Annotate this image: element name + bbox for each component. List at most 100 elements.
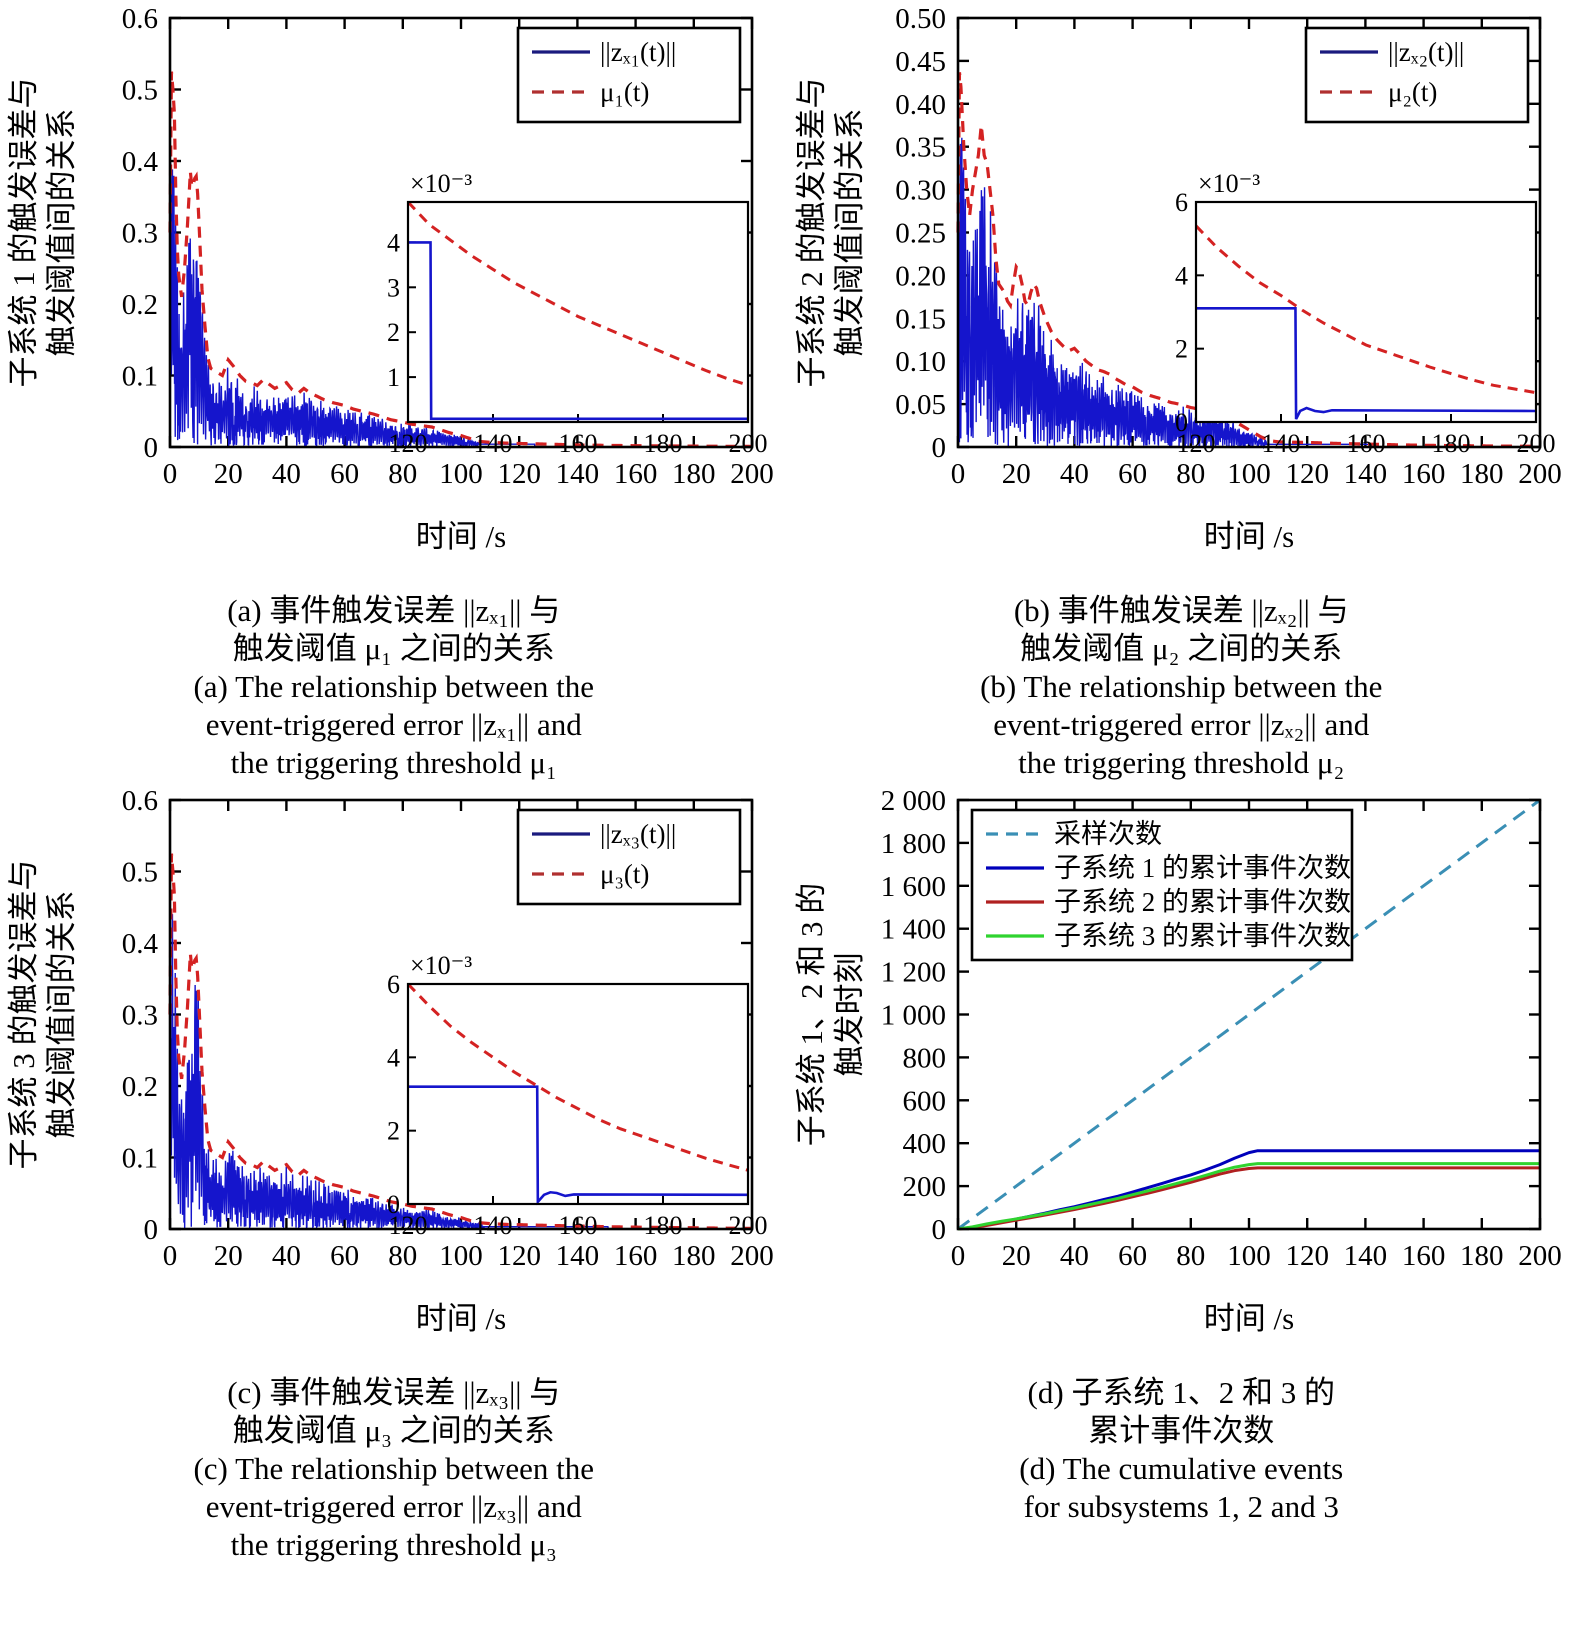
x-tick-label: 80 xyxy=(1176,1240,1205,1272)
legend-label: ||zₓ₁(t)|| xyxy=(600,37,676,67)
inset-x-tick-label: 160 xyxy=(1346,429,1385,458)
x-tick-label: 60 xyxy=(330,1240,359,1272)
subfigure-d: 0 20 40 60 80 100 120 140 160 180 200 0 200 400 600 800… xyxy=(788,782,1575,1564)
caption-b-en-line1: (b) The relationship between the xyxy=(980,669,1383,704)
chart-b: 0 20 40 60 80 100 120 140 160 180 20000.050.100.15… xyxy=(794,3,1562,554)
x-tick-label: 100 xyxy=(440,458,484,490)
y-tick-label: 1 600 xyxy=(881,871,946,903)
inset-bg xyxy=(408,984,749,1204)
y-axis-label: 子系统 1、2 和 3 的 xyxy=(794,883,829,1147)
x-tick-label: 100 xyxy=(440,1240,484,1272)
x-tick-label: 140 xyxy=(1343,458,1387,490)
inset-y-tick-label: 2 xyxy=(387,1117,400,1146)
y-tick-label: 0.20 xyxy=(895,260,946,292)
y-tick-label: 0.50 xyxy=(895,3,946,35)
legend-label: 子系统 1 的累计事件次数 xyxy=(1054,853,1351,883)
inset-plot: 120 140 160 180 200 1 2 3 4 ×10⁻³ xyxy=(387,169,768,458)
y-tick-label: 0.2 xyxy=(122,1071,158,1103)
x-tick-label: 100 xyxy=(1227,458,1271,490)
inset-x-tick-label: 180 xyxy=(644,429,683,458)
x-tick-label: 180 xyxy=(672,1240,716,1272)
y-tick-label: 1 400 xyxy=(881,914,946,946)
y-tick-label: 0 xyxy=(931,432,946,464)
inset-x-tick-label: 200 xyxy=(1516,429,1555,458)
caption-a-en-line3: the triggering threshold μ₁ xyxy=(230,745,557,780)
legend-label: 子系统 3 的累计事件次数 xyxy=(1054,921,1351,951)
y-tick-label: 0 xyxy=(144,1214,159,1246)
x-axis-label: 时间 /s xyxy=(416,519,506,554)
chart-a: 0 20 40 60 80 100 120 140 160 180 20000.10.20.30.4… xyxy=(6,3,774,554)
x-tick-label: 60 xyxy=(1118,458,1147,490)
y-tick-label: 0.4 xyxy=(122,146,159,178)
y-tick-label: 200 xyxy=(902,1171,946,1203)
legend-label: 采样次数 xyxy=(1054,819,1162,849)
caption-a-en-line2: event-triggered error ||zₓ₁|| and xyxy=(205,707,582,742)
inset-border xyxy=(407,982,750,1206)
caption-a-zh-line1: (a) 事件触发误差 ||zₓ₁|| 与 xyxy=(227,593,561,628)
inset-x-tick-label: 120 xyxy=(389,429,428,458)
y-tick-label: 0 xyxy=(931,1214,946,1246)
inset-bg xyxy=(408,202,749,422)
inset-plot: 120 140 160 180 200 0 2 4 6 ×10⁻³ xyxy=(387,951,768,1240)
x-tick-label: 60 xyxy=(330,458,359,490)
caption-c-zh-line2: 触发阈值 μ₃ 之间的关系 xyxy=(232,1413,555,1448)
x-tick-label: 200 xyxy=(731,1240,775,1272)
x-tick-label: 0 xyxy=(951,458,966,490)
y-axis-label: 触发时刻 xyxy=(832,953,867,1077)
y-axis-label: 触发阈值间的关系 xyxy=(832,109,867,357)
subfigure-a: 0 20 40 60 80 100 120 140 160 180 200 0 0.1 0.2 0.3 0.4… xyxy=(0,0,788,782)
x-tick-label: 180 xyxy=(672,458,716,490)
caption-c-zh-line1: (c) 事件触发误差 ||zₓ₃|| 与 xyxy=(227,1375,561,1410)
inset-signal-line xyxy=(408,1085,749,1206)
x-tick-label: 180 xyxy=(1460,1240,1504,1272)
plot-border xyxy=(168,798,754,1231)
caption-c-en-line2: event-triggered error ||zₓ₃|| and xyxy=(205,1489,582,1524)
x-tick-label: 200 xyxy=(1518,1240,1562,1272)
plot-area: 0 20 40 60 80 100 120 140 160 180 200 0 200 400 600 800… xyxy=(794,785,1562,1336)
y-axis-label: 子系统 3 的触发误差与 xyxy=(6,860,41,1170)
legend: ||zₓ₂(t)|| μ₂(t) xyxy=(1304,26,1530,124)
inset-y-tick-label: 2 xyxy=(387,318,400,347)
inset-threshold-line xyxy=(407,982,749,1172)
y-axis-label: 子系统 1 的触发误差与 xyxy=(6,78,41,388)
y-tick-label: 400 xyxy=(902,1128,946,1160)
y-tick-label: 0.2 xyxy=(122,289,158,321)
x-tick-label: 60 xyxy=(1118,1240,1147,1272)
inset-scale-label: ×10⁻³ xyxy=(1198,169,1260,198)
legend-label: ||zₓ₃(t)|| xyxy=(600,819,676,849)
caption-a: (a) 事件触发误差 ||zₓ₁|| 与 触发阈值 μ₁ 之间的关系 (a) T… xyxy=(193,592,594,782)
y-tick-label: 0.5 xyxy=(122,75,158,107)
y-tick-label: 0.45 xyxy=(895,46,946,78)
y-tick-label: 0.1 xyxy=(122,1143,158,1175)
caption-c: (c) 事件触发误差 ||zₓ₃|| 与 触发阈值 μ₃ 之间的关系 (c) T… xyxy=(193,1374,594,1564)
inset-plot: 120 140 160 180 200 0 2 4 6 ×10⁻³ xyxy=(1175,169,1556,458)
x-axis-label: 时间 /s xyxy=(416,1301,506,1336)
x-tick-label: 160 xyxy=(1402,1240,1446,1272)
x-tick-label: 20 xyxy=(1001,1240,1030,1272)
y-tick-label: 0.1 xyxy=(122,361,158,393)
y-tick-label: 0.6 xyxy=(122,3,158,35)
x-tick-label: 0 xyxy=(163,1240,178,1272)
x-tick-label: 80 xyxy=(389,458,418,490)
y-tick-label: 0.10 xyxy=(895,346,946,378)
caption-d-zh-line1: (d) 子系统 1、2 和 3 的 xyxy=(1027,1375,1335,1410)
plot-area: 0 20 40 60 80 100 120 140 160 180 20000.10.20.30.4… xyxy=(6,785,774,1336)
y-axis-label: 子系统 2 的触发误差与 xyxy=(794,78,829,388)
legend-label: μ₃(t) xyxy=(600,859,649,889)
x-tick-label: 140 xyxy=(556,458,600,490)
inset-y-tick-label: 0 xyxy=(387,1190,400,1219)
caption-d-en-line2: for subsystems 1, 2 and 3 xyxy=(1023,1489,1339,1524)
caption-b: (b) 事件触发误差 ||zₓ₂|| 与 触发阈值 μ₂ 之间的关系 (b) T… xyxy=(980,592,1382,782)
x-tick-label: 20 xyxy=(214,1240,243,1272)
y-tick-label: 0 xyxy=(144,432,159,464)
plot-area: 0 20 40 60 80 100 120 140 160 180 20000.10.20.30.4… xyxy=(6,3,774,554)
legend: ||zₓ₁(t)|| μ₁(t) xyxy=(516,26,742,124)
legend-label: 子系统 2 的累计事件次数 xyxy=(1054,887,1351,917)
y-tick-label: 1 800 xyxy=(881,828,946,860)
y-axis-label: 触发阈值间的关系 xyxy=(44,109,79,357)
caption-a-en-line1: (a) The relationship between the xyxy=(193,669,595,704)
chart-d: 0 20 40 60 80 100 120 140 160 180 200 0 200 400 600 800… xyxy=(794,785,1562,1336)
x-tick-label: 160 xyxy=(1402,458,1446,490)
inset-border xyxy=(1194,200,1537,424)
x-axis-label: 时间 /s xyxy=(1204,519,1294,554)
